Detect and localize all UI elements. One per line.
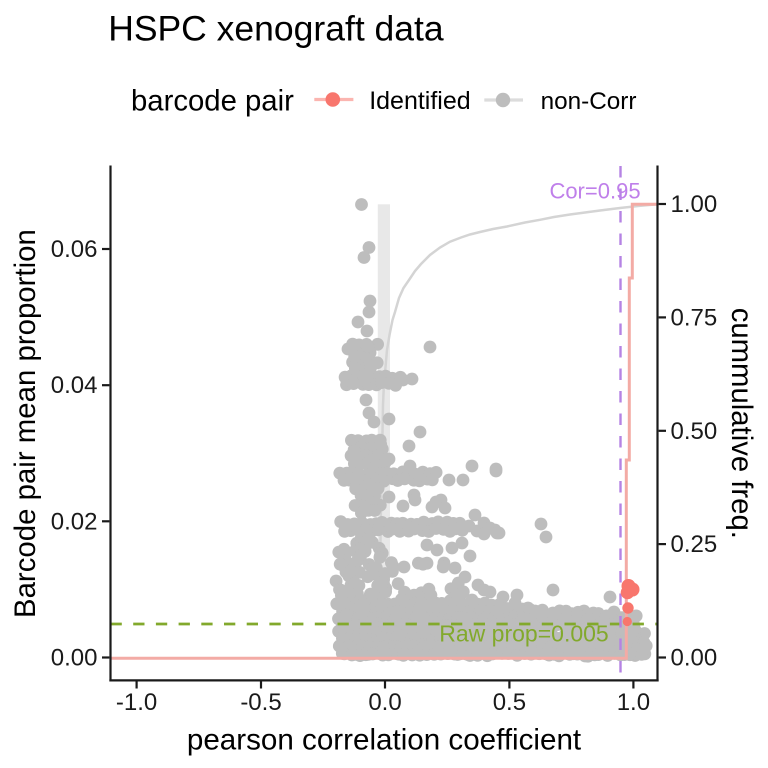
svg-text:-1.0: -1.0 — [116, 689, 157, 716]
svg-text:-0.5: -0.5 — [240, 689, 281, 716]
svg-text:0.02: 0.02 — [51, 508, 98, 535]
svg-text:0.04: 0.04 — [51, 372, 98, 399]
svg-text:Cor=0.95: Cor=0.95 — [549, 179, 640, 204]
svg-text:1.0: 1.0 — [617, 689, 650, 716]
svg-text:Barcode pair mean proportion: Barcode pair mean proportion — [9, 229, 42, 618]
svg-text:0.50: 0.50 — [671, 418, 718, 445]
svg-text:barcode pair: barcode pair — [131, 84, 294, 117]
svg-text:Raw prop=0.005: Raw prop=0.005 — [439, 621, 608, 647]
svg-text:0.5: 0.5 — [493, 689, 526, 716]
svg-text:0.06: 0.06 — [51, 236, 98, 263]
svg-text:1.00: 1.00 — [671, 191, 718, 218]
svg-text:pearson correlation coefficien: pearson correlation coefficient — [187, 724, 581, 757]
svg-text:non-Corr: non-Corr — [541, 88, 637, 115]
svg-text:0.0: 0.0 — [368, 689, 401, 716]
svg-text:HSPC xenograft data: HSPC xenograft data — [108, 9, 444, 49]
svg-text:cummulative freq.: cummulative freq. — [725, 308, 758, 539]
svg-text:0.00: 0.00 — [671, 645, 718, 672]
svg-text:0.00: 0.00 — [51, 645, 98, 672]
svg-text:0.25: 0.25 — [671, 531, 718, 558]
svg-text:Identified: Identified — [369, 87, 470, 115]
svg-text:0.75: 0.75 — [671, 304, 718, 331]
